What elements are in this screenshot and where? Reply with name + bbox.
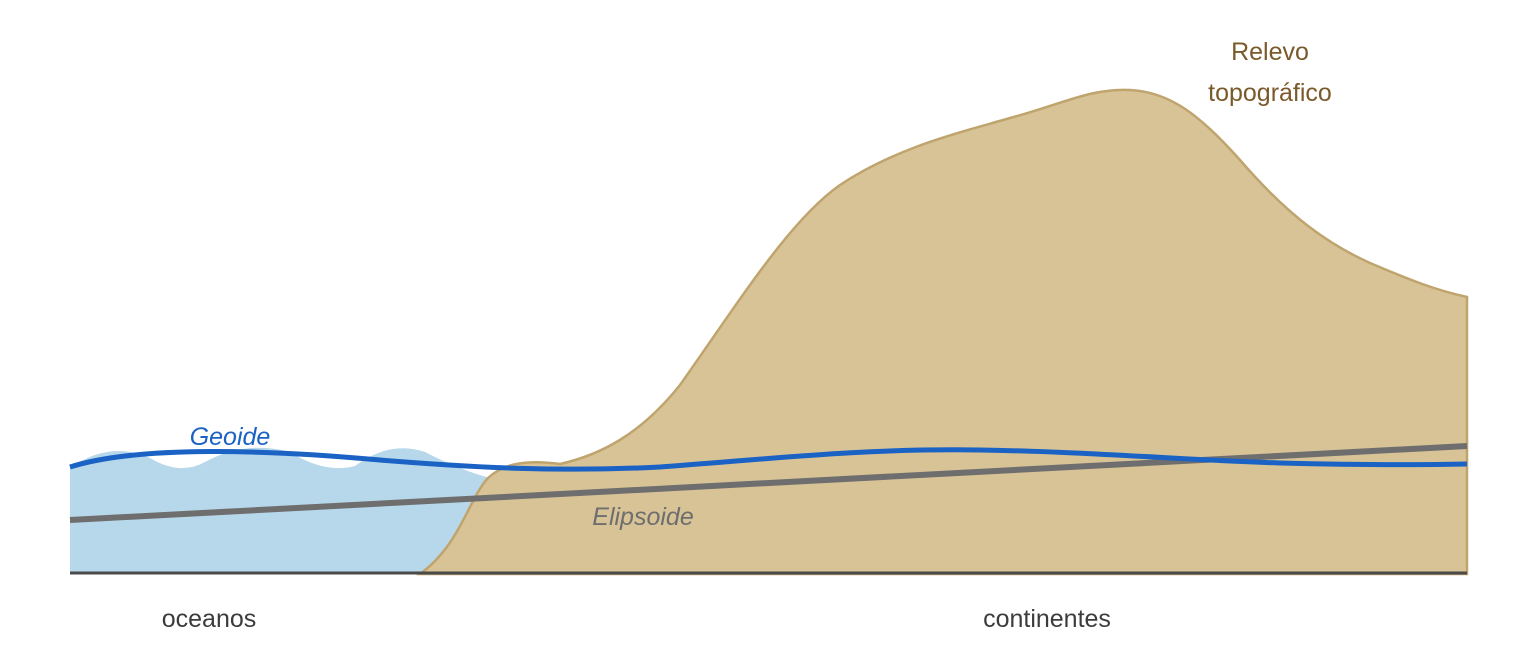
relief-label-line1: Relevo bbox=[1231, 38, 1309, 66]
geoid-line bbox=[69, 447, 1468, 472]
ellipsoid-label: Elipsoide bbox=[592, 503, 693, 531]
continents-label: continentes bbox=[983, 605, 1111, 633]
ellipsoid-line bbox=[69, 443, 1468, 523]
geoid-label: Geoide bbox=[190, 423, 271, 451]
oceans-label: oceanos bbox=[162, 605, 257, 633]
relief-label-line2: topográfico bbox=[1208, 79, 1332, 107]
land-relief bbox=[416, 88, 1469, 576]
